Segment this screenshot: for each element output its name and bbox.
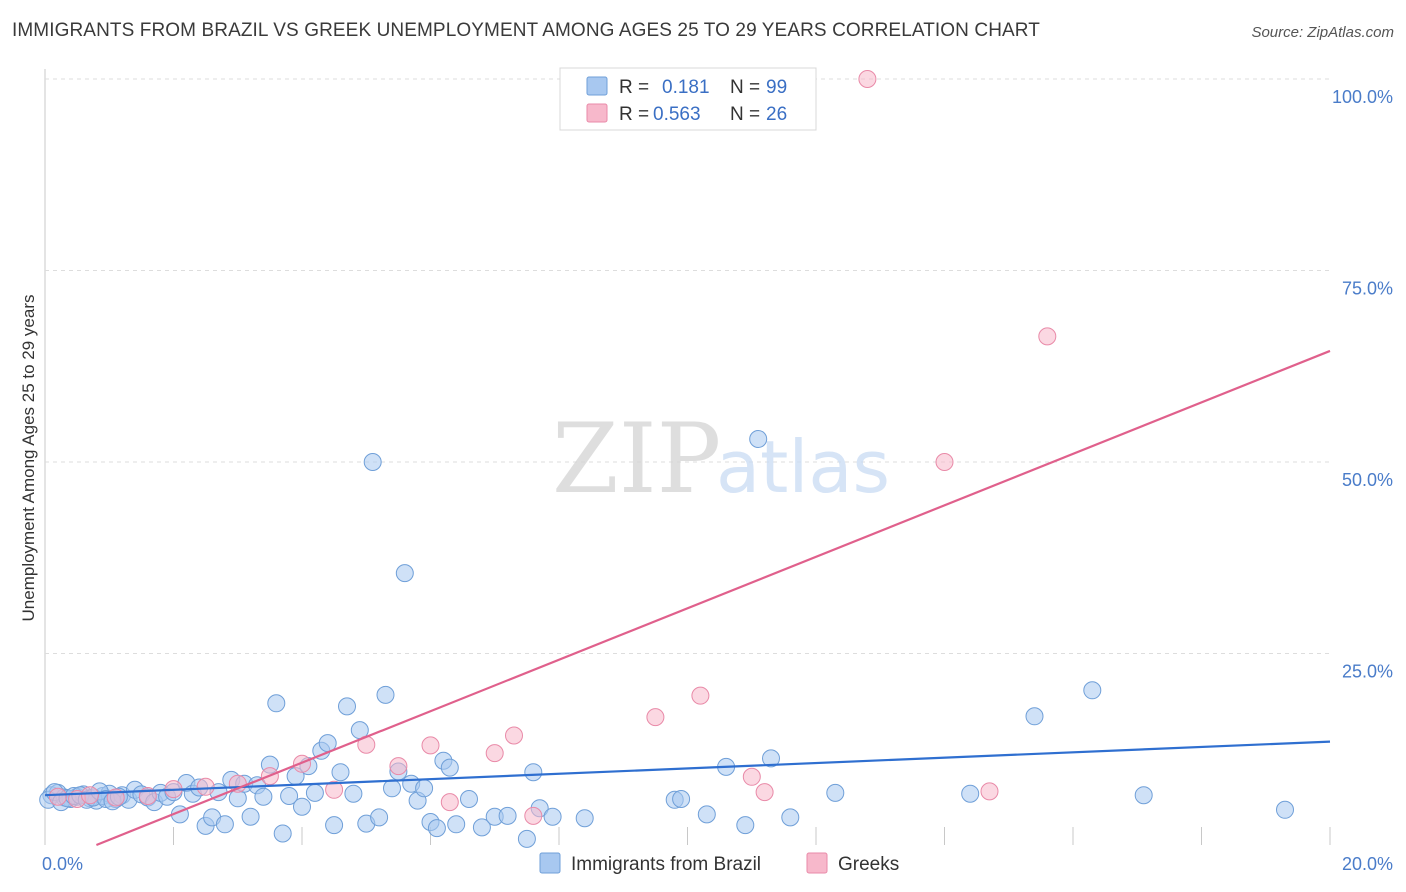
data-point (305, 783, 324, 802)
data-point (440, 758, 459, 777)
series-greeks (48, 70, 1057, 825)
data-point (781, 808, 800, 827)
legend-r-value-pink: 0.563 (653, 104, 701, 125)
data-point (1025, 707, 1044, 726)
chart-title: IMMIGRANTS FROM BRAZIL VS GREEK UNEMPLOY… (12, 20, 1040, 41)
legend-r-label-blue: R = (619, 77, 649, 98)
data-point (389, 757, 408, 776)
data-point (427, 819, 446, 838)
data-point (1038, 327, 1057, 346)
data-point (858, 70, 877, 88)
data-point (370, 808, 389, 827)
y-tick-label: 100.0% (1332, 87, 1393, 107)
y-tick-label: 25.0% (1342, 662, 1393, 682)
legend-r-value-blue: 0.181 (662, 77, 710, 98)
y-axis-label: Unemployment Among Ages 25 to 29 years (19, 295, 38, 622)
data-point (1134, 786, 1153, 805)
data-point (331, 763, 350, 782)
data-point (691, 686, 710, 705)
data-point (485, 744, 504, 763)
data-point (447, 815, 466, 834)
data-point (736, 816, 755, 835)
x-tick-label: 0.0% (42, 854, 83, 874)
data-point (505, 726, 523, 745)
source-label: Source: ZipAtlas.com (1251, 24, 1394, 41)
data-point (543, 807, 562, 826)
trend-line-brazil (44, 740, 1331, 797)
data-point (196, 777, 215, 796)
data-point (1276, 800, 1294, 819)
data-point (363, 453, 382, 471)
bottom-legend-swatch-blue (539, 852, 561, 874)
y-tick-label: 50.0% (1342, 470, 1393, 490)
data-point (338, 697, 356, 716)
data-point (498, 806, 517, 825)
data-point (241, 807, 260, 826)
data-point (81, 786, 99, 805)
trend-lines (44, 349, 1331, 847)
data-point (344, 784, 363, 803)
legend-n-label-blue: N = (730, 77, 760, 98)
data-point (672, 790, 691, 808)
data-point (935, 453, 954, 471)
data-point (742, 767, 761, 786)
data-point (472, 818, 491, 837)
legend-r-label-pink: R = (619, 104, 649, 125)
data-point (293, 797, 311, 816)
trend-line-greeks (95, 349, 1331, 847)
data-point (325, 780, 344, 799)
data-point (267, 694, 286, 713)
legend-n-label-pink: N = (730, 104, 760, 125)
data-point (215, 815, 234, 834)
watermark-zip: ZIP (552, 403, 721, 515)
legend-swatch-pink (586, 103, 608, 123)
data-point (517, 829, 536, 848)
data-point (980, 782, 999, 801)
data-point (460, 790, 478, 808)
data-point (575, 809, 594, 828)
y-axis-ticks: 100.0% 75.0% 50.0% 25.0% (1332, 87, 1393, 682)
data-point (376, 685, 395, 704)
data-point (524, 763, 543, 782)
data-point (415, 779, 434, 798)
data-point (383, 779, 401, 798)
y-tick-label: 75.0% (1342, 279, 1393, 299)
data-point (749, 430, 768, 448)
x-axis-ticks: 0.0% 20.0% (42, 854, 1393, 874)
data-point (421, 736, 440, 755)
data-point (755, 783, 774, 802)
data-point (646, 708, 665, 727)
data-point (280, 787, 299, 805)
data-point (273, 824, 292, 843)
bottom-legend-swatch-pink (806, 852, 828, 874)
data-point (524, 806, 543, 825)
data-point (826, 783, 845, 802)
data-point (697, 805, 716, 824)
legend-swatch-blue (586, 76, 608, 96)
data-point (961, 784, 980, 803)
data-point (395, 564, 414, 583)
legend: R = 0.181 N = 99 R = 0.563 N = 26 (559, 67, 817, 131)
data-point (1083, 681, 1102, 700)
watermark-atlas: atlas (716, 425, 890, 509)
x-tick-label: 20.0% (1342, 854, 1393, 874)
data-point (440, 793, 459, 812)
legend-n-value-blue: 99 (766, 77, 787, 98)
bottom-legend-label-blue: Immigrants from Brazil (571, 854, 761, 875)
data-point (48, 787, 67, 806)
data-point (762, 749, 780, 768)
bottom-legend: Immigrants from Brazil Greeks (539, 852, 899, 875)
bottom-legend-label-pink: Greeks (838, 854, 899, 875)
data-point (254, 787, 273, 806)
legend-n-value-pink: 26 (766, 104, 787, 125)
data-point (325, 816, 344, 835)
